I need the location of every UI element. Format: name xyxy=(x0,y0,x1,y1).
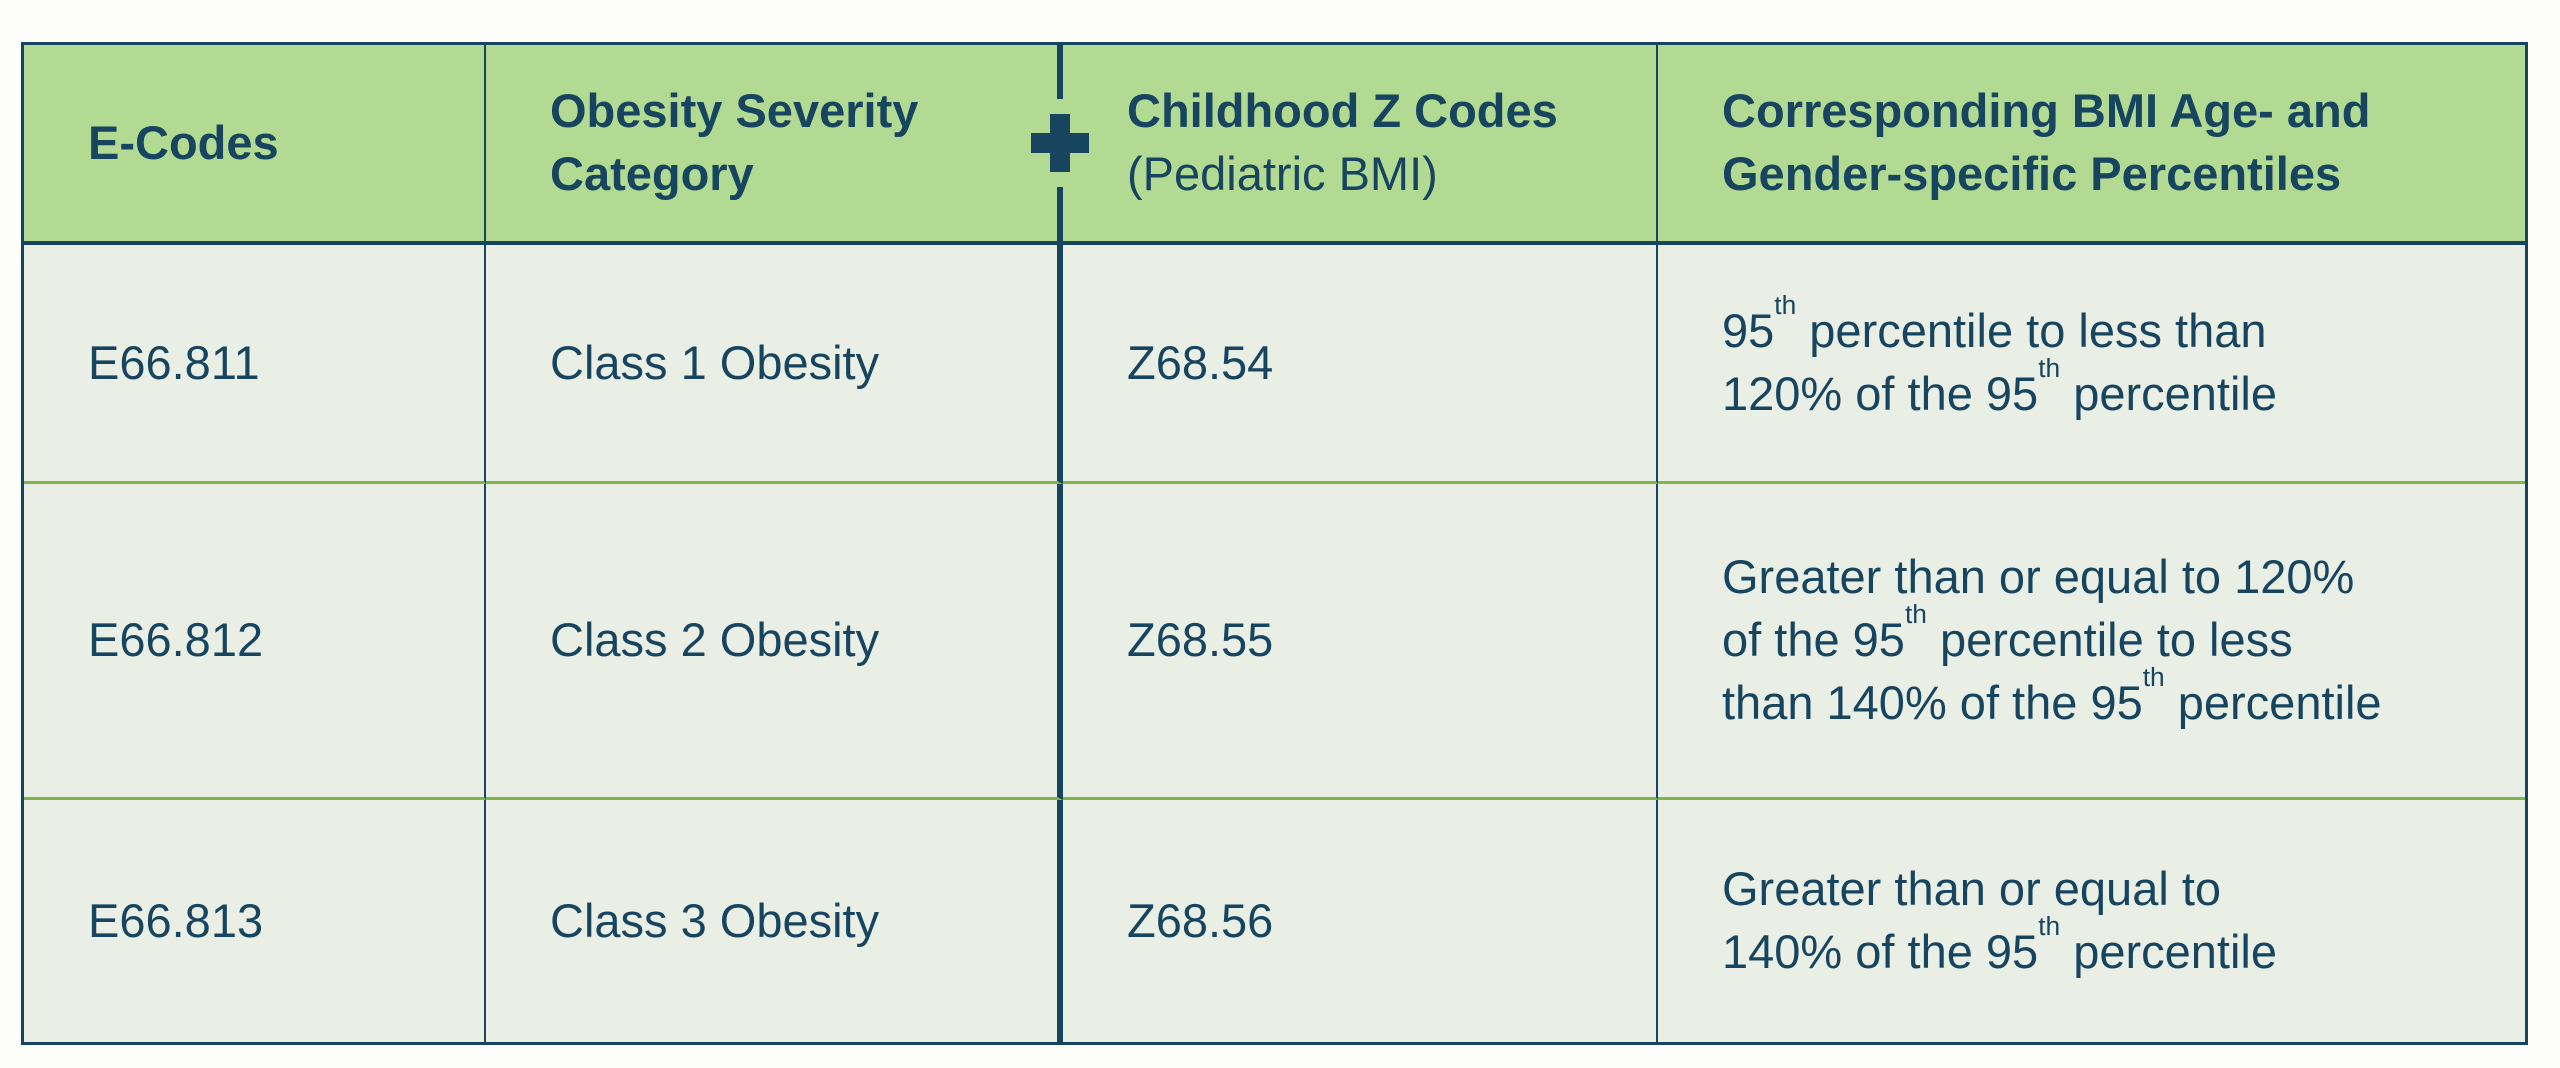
superscript: th xyxy=(1774,290,1797,321)
cell-zcode-text: Z68.56 xyxy=(1127,893,1274,947)
superscript: th xyxy=(1904,599,1927,630)
header-cell-bmi-percentiles: Corresponding BMI Age- and Gender-specifi… xyxy=(1658,45,2525,245)
header-cell-e-codes: E-Codes xyxy=(24,45,486,245)
cell-percentile-row-3: Greater than or equal to 140% of the 95th… xyxy=(1658,800,2525,1042)
cell-percentile-text: Greater than or equal to 140% of the 95th… xyxy=(1722,862,2278,978)
cell-zcode-text: Z68.55 xyxy=(1127,613,1274,667)
header-sublabel-pediatric-bmi: (Pediatric BMI) xyxy=(1127,147,1438,200)
cell-ecode-text: E66.812 xyxy=(88,613,264,667)
cell-category-text: Class 1 Obesity xyxy=(550,335,880,389)
cell-category-row-1: Class 1 Obesity xyxy=(486,245,1063,484)
header-label-childhood-z-codes: Childhood Z Codes xyxy=(1127,84,1558,138)
cell-ecode-text: E66.811 xyxy=(88,335,260,389)
header-cell-childhood-z-codes: Childhood Z Codes (Pediatric BMI) xyxy=(1063,45,1658,245)
cell-percentile-text: Greater than or equal to 120% of the 95th… xyxy=(1722,550,2382,729)
cell-zcode-text: Z68.54 xyxy=(1127,335,1274,389)
cell-ecode-text: E66.813 xyxy=(88,893,264,947)
cell-ecode-row-2: E66.812 xyxy=(24,484,486,800)
header-label-obesity-severity-category: Obesity Severity Category xyxy=(550,84,919,200)
cell-category-text: Class 3 Obesity xyxy=(550,893,880,947)
cell-zcode-row-3: Z68.56 xyxy=(1063,800,1658,1042)
superscript: th xyxy=(2038,911,2061,942)
header-label-e-codes: E-Codes xyxy=(88,115,279,169)
cell-percentile-row-2: Greater than or equal to 120% of the 95th… xyxy=(1658,484,2525,800)
cell-zcode-row-2: Z68.55 xyxy=(1063,484,1658,800)
medical-plus-icon xyxy=(1028,99,1092,187)
header-cell-obesity-severity-category: Obesity Severity Category xyxy=(486,45,1092,245)
superscript: th xyxy=(2142,662,2165,693)
cell-zcode-row-1: Z68.54 xyxy=(1063,245,1658,484)
cell-category-text: Class 2 Obesity xyxy=(550,613,880,667)
header-label-bmi-percentiles: Corresponding BMI Age- and Gender-specifi… xyxy=(1722,84,2371,200)
cell-ecode-row-3: E66.813 xyxy=(24,800,486,1042)
cell-ecode-row-1: E66.811 xyxy=(24,245,486,484)
cell-category-row-3: Class 3 Obesity xyxy=(486,800,1063,1042)
superscript: th xyxy=(2038,353,2061,384)
cell-category-row-2: Class 2 Obesity xyxy=(486,484,1063,800)
cell-percentile-row-1: 95th percentile to less than 120% of the … xyxy=(1658,245,2525,484)
cell-percentile-text: 95th percentile to less than 120% of the … xyxy=(1722,290,2278,420)
obesity-codes-table: E-Codes Obesity Severity Category Childho… xyxy=(21,42,2528,1045)
